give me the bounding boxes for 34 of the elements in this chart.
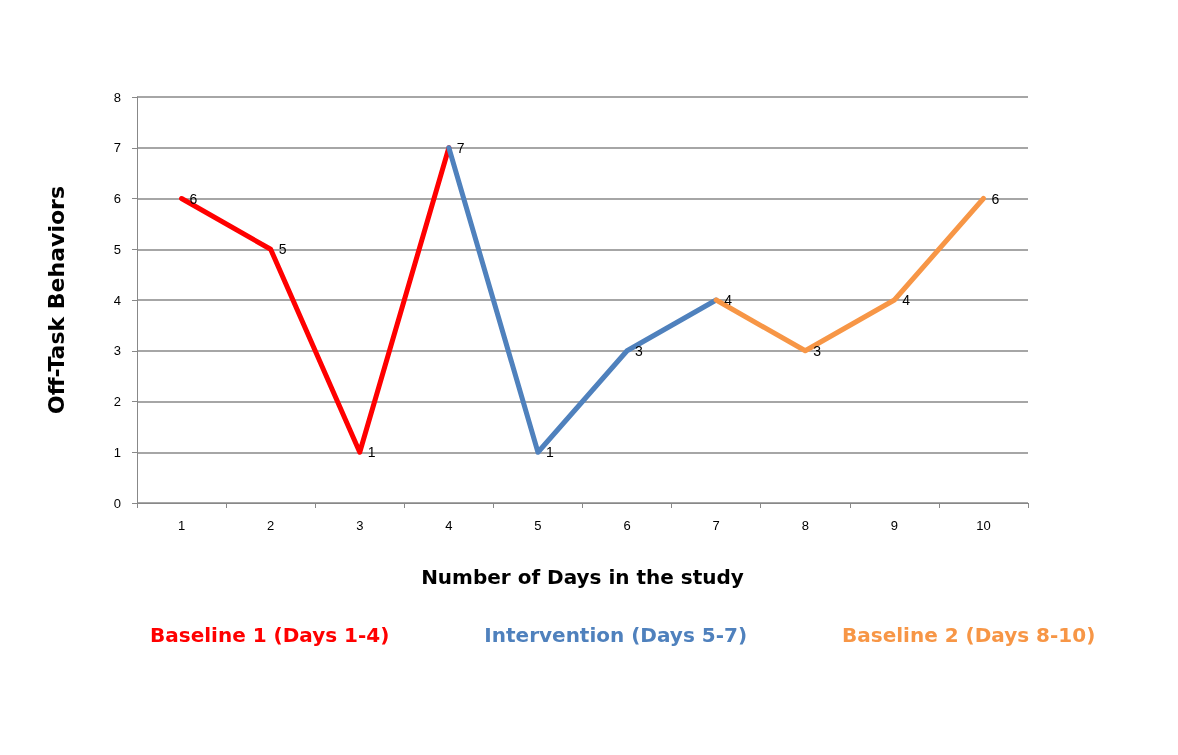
data-label: 1 [367,444,376,461]
x-tick-label: 5 [534,518,542,533]
data-label: 4 [902,292,911,308]
data-label: 4 [724,292,733,308]
y-tick-label: 6 [113,191,121,206]
x-tick-label: 6 [623,518,631,533]
data-label: 7 [456,139,465,156]
y-tick-label: 0 [113,495,121,511]
y-tick-label: 5 [113,241,121,257]
text: Baseline 1 (Days 1-4) [150,623,390,647]
y-tick-label: 3 [113,343,121,359]
data-label: 1 [545,444,554,461]
data-label: 3 [813,342,822,359]
y-tick-label: 4 [113,292,121,308]
data-label: 6 [189,190,198,207]
x-tick-label: 10 [976,518,991,533]
x-tick-label: 4 [445,518,453,533]
x-tick-label: 2 [267,518,275,533]
y-tick-label: 7 [113,140,121,156]
data-label: 6 [991,190,1000,207]
data-label: 5 [278,241,287,258]
y-tick-label: 2 [113,394,121,409]
text: Intervention (Days 5-7) [484,623,748,647]
data-label: 3 [635,342,644,359]
x-axis-title: Number of Days in the study [421,565,744,589]
y-tick-label: 8 [113,89,121,105]
y-tick-label: 1 [113,444,121,460]
x-tick-label: 8 [801,518,809,533]
x-tick-label: 3 [356,518,364,533]
x-tick-label: 9 [890,518,898,533]
x-tick-label: 1 [177,518,186,533]
y-axis-title: Off-Task Behaviors [43,186,69,414]
x-tick-label: 7 [712,518,720,533]
text: Baseline 2 (Days 8-10) [842,623,1096,647]
